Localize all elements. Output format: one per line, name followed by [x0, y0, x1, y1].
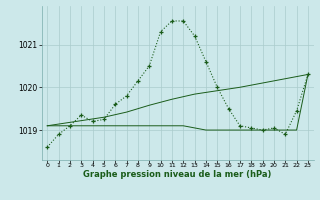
X-axis label: Graphe pression niveau de la mer (hPa): Graphe pression niveau de la mer (hPa): [84, 170, 272, 179]
